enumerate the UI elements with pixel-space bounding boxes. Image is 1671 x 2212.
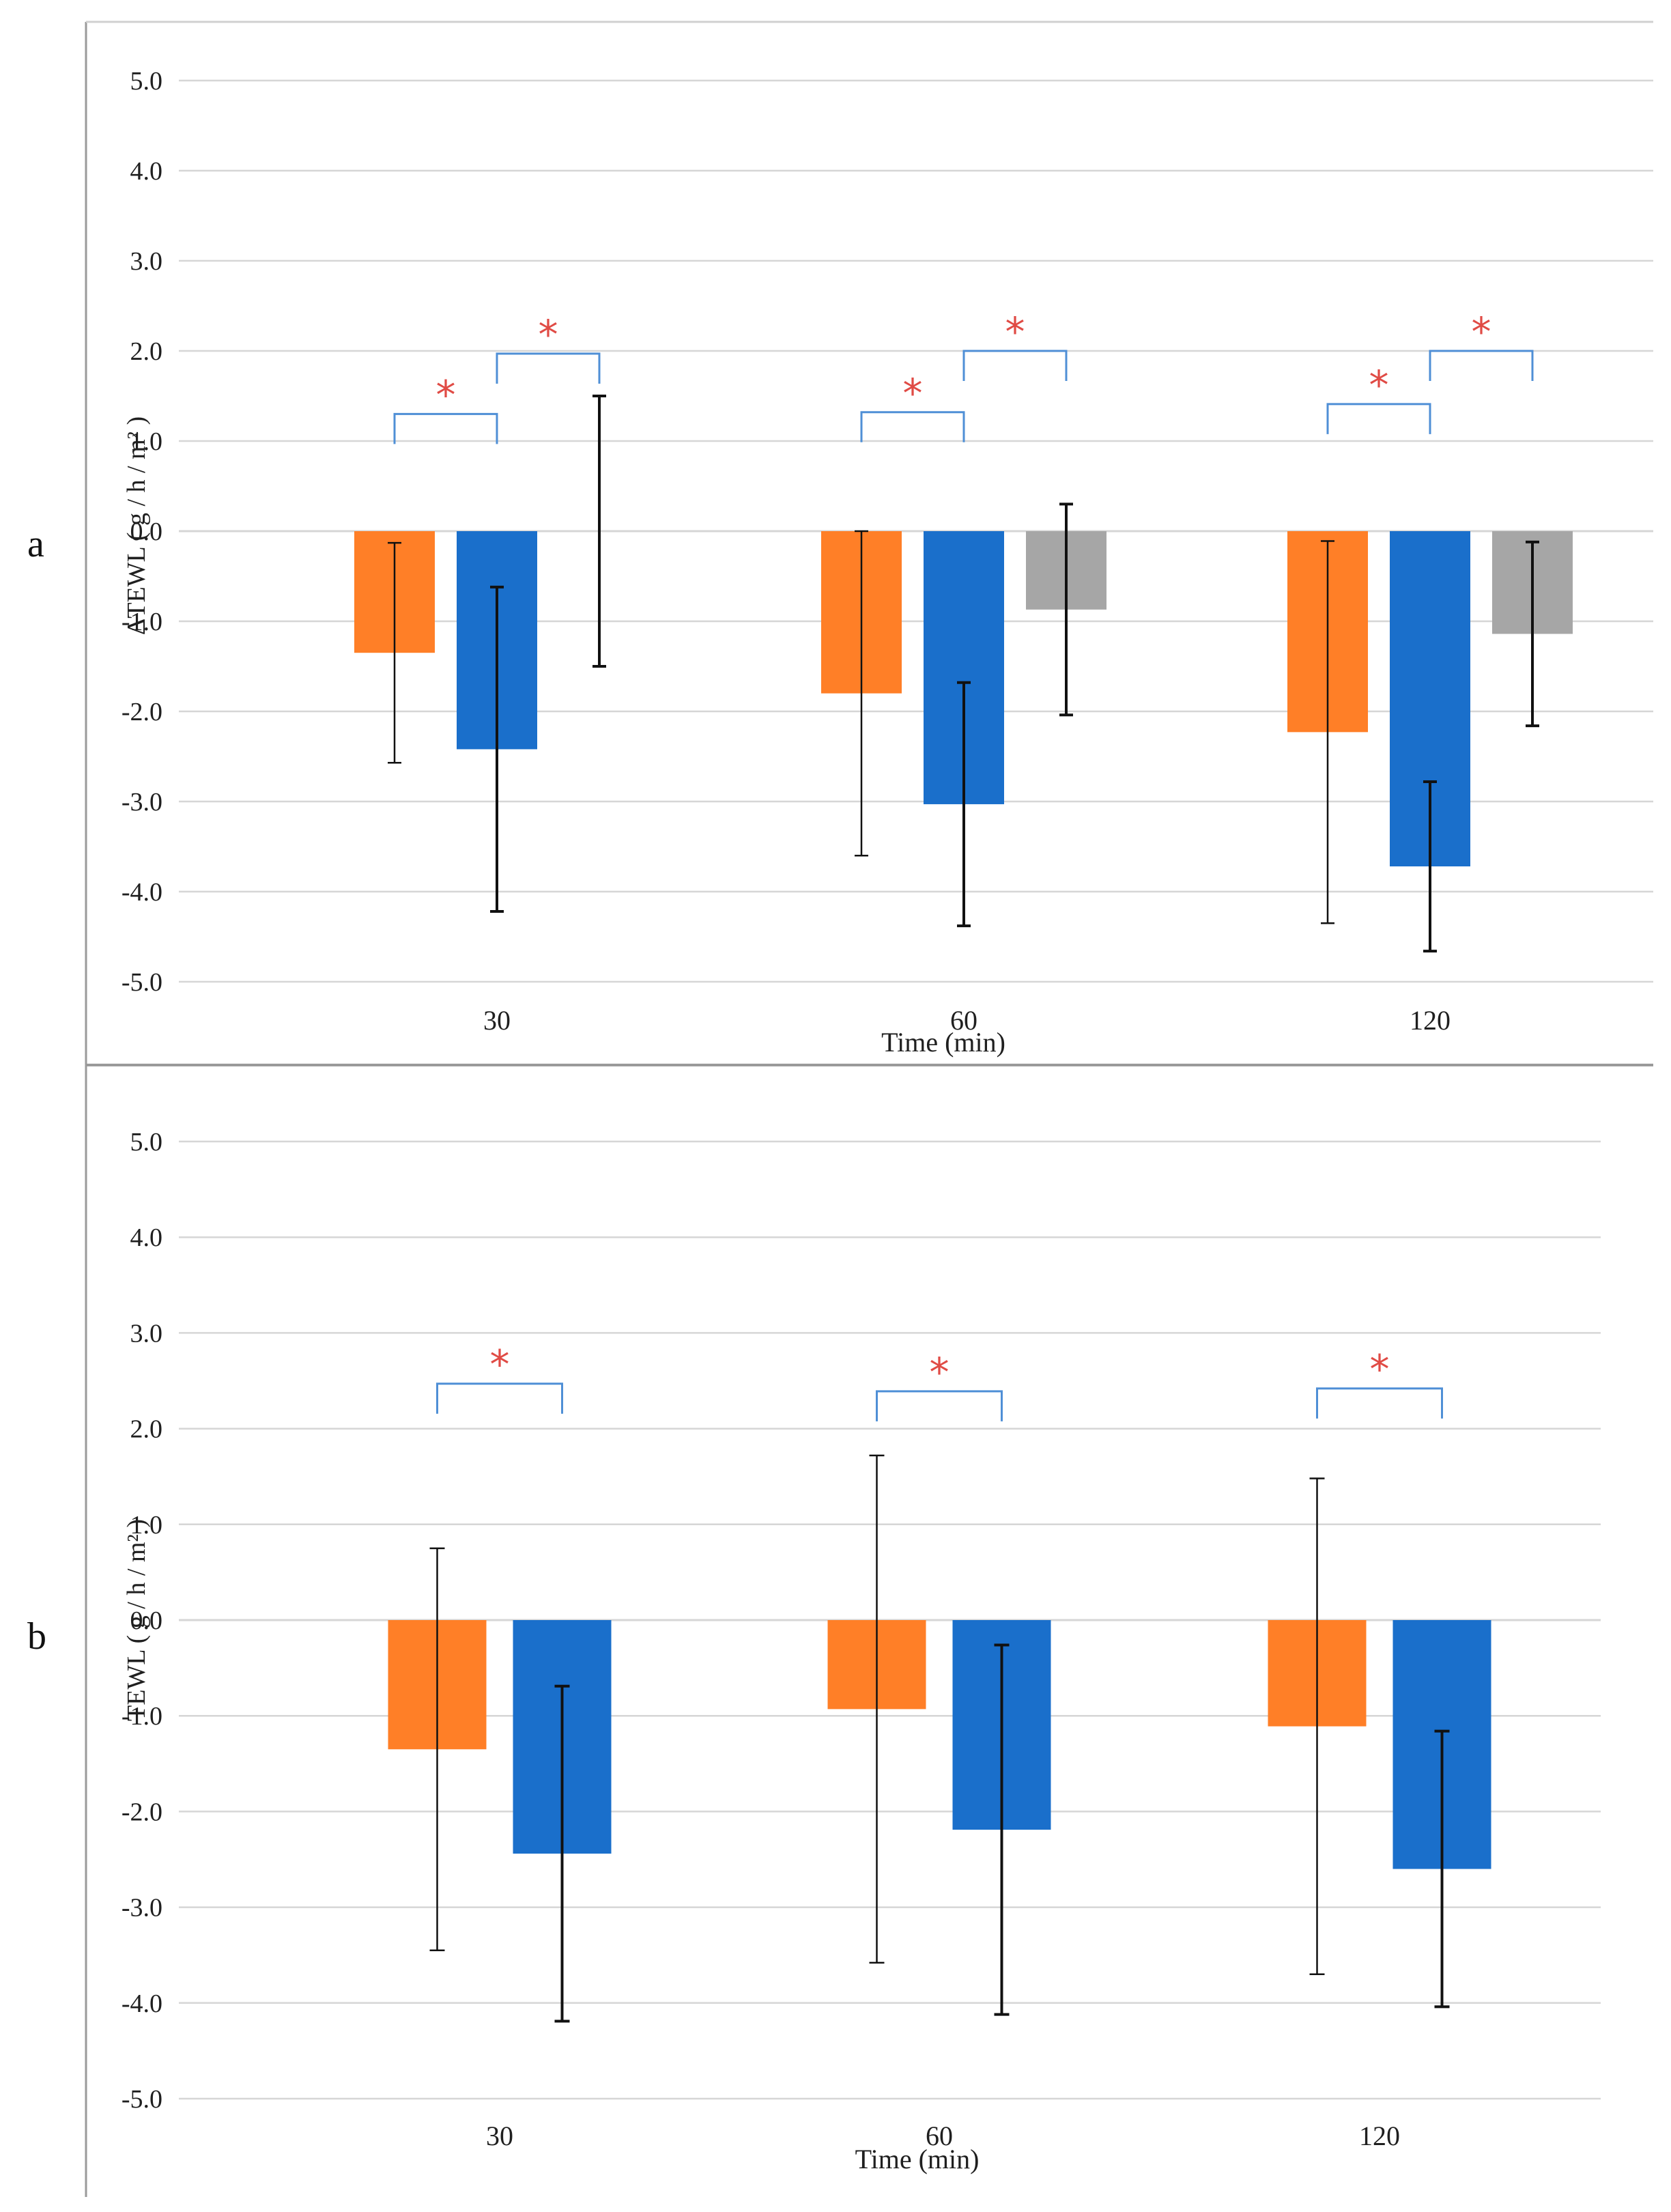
error-bar (1526, 540, 1539, 728)
x-category-label: 60 (950, 1005, 977, 1036)
significance-bracket: * (1316, 1346, 1443, 1419)
error-bar (388, 541, 401, 764)
bracket-line (1429, 350, 1534, 381)
y-tick-label: -4.0 (122, 878, 162, 907)
x-category-label: 120 (1410, 1005, 1451, 1036)
bracket-line (962, 350, 1068, 381)
bracket-line (496, 352, 601, 384)
y-tick-label: 0.0 (130, 517, 163, 546)
bracket-line (436, 1382, 563, 1414)
significance-star: * (436, 371, 456, 418)
error-bar (1059, 502, 1073, 717)
significance-star: * (1472, 309, 1491, 355)
significance-bracket: * (962, 309, 1068, 381)
error-bar (554, 1684, 570, 2023)
y-tick-label: -3.0 (122, 1894, 162, 1923)
y-tick-label: -3.0 (122, 788, 162, 817)
significance-star: * (490, 1342, 510, 1388)
y-tick-label: 1.0 (130, 427, 163, 456)
y-tick-label: -2.0 (122, 698, 162, 726)
bracket-line (393, 412, 498, 444)
y-tick-label: 2.0 (130, 337, 163, 366)
y-tick-label: 3.0 (130, 247, 163, 276)
y-tick-label: -5.0 (122, 2085, 162, 2114)
significance-bracket: * (1326, 362, 1431, 434)
x-category-label: 30 (486, 2121, 513, 2151)
significance-star: * (903, 370, 923, 416)
significance-bracket: * (496, 311, 601, 384)
error-bar (1309, 1477, 1325, 1975)
error-bar (1434, 1729, 1450, 2009)
x-axis-title: Time (min) (855, 2144, 980, 2174)
y-tick-label: 0.0 (130, 1606, 163, 1635)
y-tick-label: 3.0 (130, 1319, 163, 1348)
significance-star: * (1370, 1346, 1390, 1393)
significance-star: * (930, 1349, 949, 1395)
bracket-line (1316, 1387, 1443, 1419)
error-bar (1321, 540, 1334, 924)
significance-star: * (539, 311, 558, 358)
panel-a-chart: 5.0 4.0 3.0 2.0 1.0 0.0 -1.0 -2.0 -3.0 -4.0 -5.0 * *… (27, 67, 1653, 1058)
error-bar (429, 1547, 445, 1951)
significance-bracket: * (876, 1349, 1003, 1421)
panel-label: b (27, 1615, 46, 1658)
error-bar (869, 1454, 885, 1964)
error-bar (994, 1643, 1010, 2016)
bracket-line (876, 1390, 1003, 1421)
y-tick-label: 5.0 (130, 67, 163, 96)
significance-bracket: * (1429, 309, 1534, 381)
y-tick-label: 4.0 (130, 1223, 163, 1252)
y-tick-label: -5.0 (122, 968, 162, 997)
x-axis-title: Time (min) (881, 1027, 1005, 1058)
significance-star: * (1005, 309, 1025, 355)
error-bar (855, 530, 868, 857)
y-tick-label: -1.0 (122, 1702, 162, 1731)
panel-b-chart: 5.0 4.0 3.0 2.0 1.0 0.0 -1.0 -2.0 -3.0 -4.0 -5.0 * *… (27, 1128, 1601, 2174)
error-bar (592, 395, 606, 668)
y-tick-label: 5.0 (130, 1128, 163, 1157)
y-tick-label: 4.0 (130, 157, 163, 186)
error-bar (490, 585, 504, 913)
error-bar (957, 681, 971, 928)
x-category-label: 30 (483, 1005, 511, 1036)
significance-bracket: * (860, 370, 965, 442)
significance-bracket: * (436, 1342, 563, 1414)
significance-bracket: * (393, 371, 498, 444)
y-axis-title: TEWL ( g / h / m² ) (122, 1519, 151, 1721)
y-tick-label: -1.0 (122, 608, 162, 636)
y-tick-label: -4.0 (122, 1989, 162, 2018)
y-tick-label: -2.0 (122, 1798, 162, 1826)
panel-label: a (27, 523, 44, 565)
bracket-line (860, 411, 965, 442)
x-category-label: 60 (926, 2121, 953, 2151)
x-category-label: 120 (1359, 2121, 1400, 2151)
bracket-line (1326, 403, 1431, 434)
significance-star: * (1369, 362, 1389, 408)
y-axis-title: ΔTEWL ( g / h / m² ) (122, 416, 151, 635)
error-bar (1423, 780, 1437, 953)
y-tick-label: 1.0 (130, 1511, 163, 1540)
y-tick-label: 2.0 (130, 1415, 163, 1444)
